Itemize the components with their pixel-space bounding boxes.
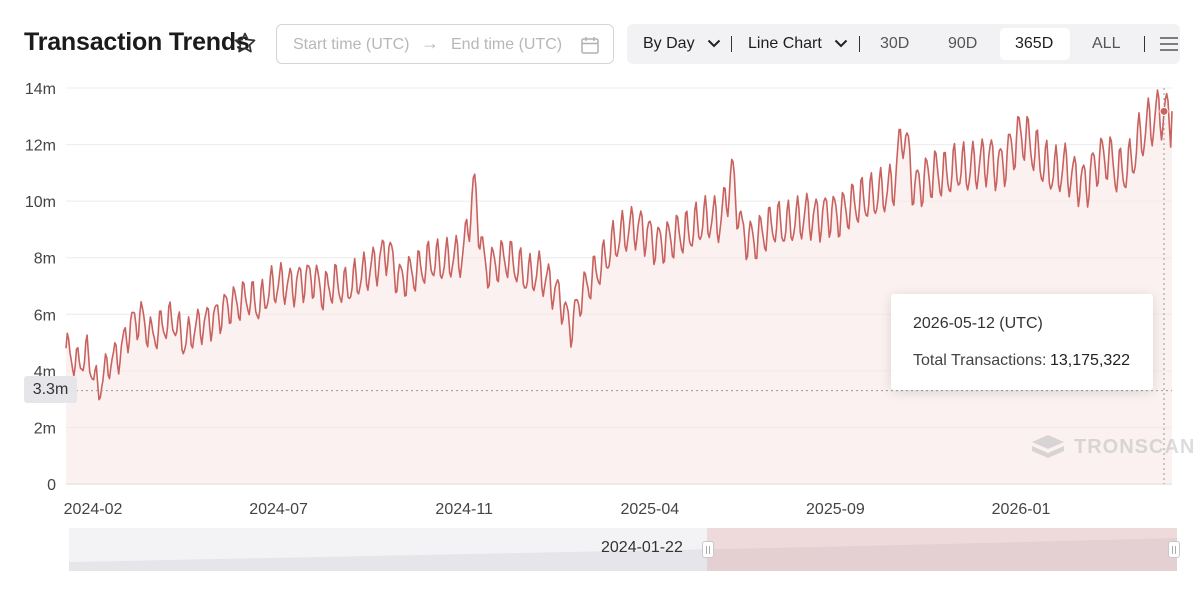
range-365d-button[interactable]: 365D [1015, 35, 1054, 52]
x-tick-label: 2024-07 [249, 501, 308, 518]
tooltip-label: Total Transactions: [913, 352, 1047, 369]
y-tick-label: 10m [25, 194, 56, 211]
chart-tooltip: 2026-05-12 (UTC) Total Transactions: 13,… [891, 294, 1153, 390]
toolbar-divider [1144, 36, 1145, 52]
crosshair-y-label: 3.3m [24, 376, 77, 403]
slider-left-handle[interactable] [702, 541, 714, 558]
x-tick-label: 2025-04 [620, 501, 679, 518]
x-tick-label: 2024-02 [64, 501, 123, 518]
range-slider-selection[interactable] [707, 528, 1177, 571]
end-time-input[interactable]: End time (UTC) [451, 36, 563, 53]
y-tick-label: 14m [25, 81, 56, 98]
y-tick-label: 6m [34, 307, 56, 324]
slider-right-handle[interactable] [1168, 541, 1180, 558]
calendar-icon[interactable] [580, 35, 600, 55]
chart-toolbar: By Day Line Chart 30D 90D 365D ALL [627, 24, 1180, 64]
range-90d-button[interactable]: 90D [948, 35, 978, 52]
range-slider-track[interactable] [69, 528, 1177, 571]
date-range-picker[interactable]: Start time (UTC) → End time (UTC) [276, 24, 614, 64]
chart-type-label: Line Chart [748, 35, 822, 52]
hamburger-menu-icon[interactable] [1160, 36, 1178, 52]
y-tick-label: 12m [25, 138, 56, 155]
tooltip-date: 2026-05-12 (UTC) [913, 315, 1043, 332]
toolbar-divider [731, 36, 732, 52]
chart-type-dropdown[interactable]: Line Chart [748, 24, 848, 64]
tooltip-value: 13,175,322 [1050, 352, 1131, 369]
slider-preview [69, 538, 1177, 571]
series-line [65, 89, 1173, 401]
toolbar-divider [859, 36, 860, 52]
x-tick-label: 2024-11 [435, 501, 493, 518]
highlight-point [1159, 106, 1169, 116]
page-title: Transaction Trends [24, 28, 250, 56]
watermark: TRONSCAN [1028, 430, 1195, 464]
x-tick-label: 2025-09 [806, 501, 865, 518]
range-all-button[interactable]: ALL [1092, 35, 1121, 52]
active-range-highlight [1000, 28, 1070, 60]
chevron-down-icon [835, 40, 848, 48]
tronscan-logo-icon [1032, 435, 1064, 458]
y-tick-label: 8m [34, 251, 56, 268]
range-30d-button[interactable]: 30D [880, 35, 910, 52]
y-tick-label: 2m [34, 420, 56, 437]
series-area [66, 90, 1172, 484]
y-tick-label: 0 [47, 477, 56, 494]
x-tick-label: 2026-01 [992, 501, 1051, 518]
arrow-right-icon: → [421, 33, 439, 53]
chevron-down-icon [707, 40, 721, 48]
start-time-input[interactable]: Start time (UTC) [293, 36, 410, 53]
granularity-dropdown[interactable]: By Day [643, 24, 721, 64]
star-outline-icon[interactable] [233, 31, 257, 55]
granularity-label: By Day [643, 35, 695, 52]
slider-start-label: 2024-01-22 [601, 539, 683, 556]
watermark-text: TRONSCAN [1074, 435, 1196, 458]
